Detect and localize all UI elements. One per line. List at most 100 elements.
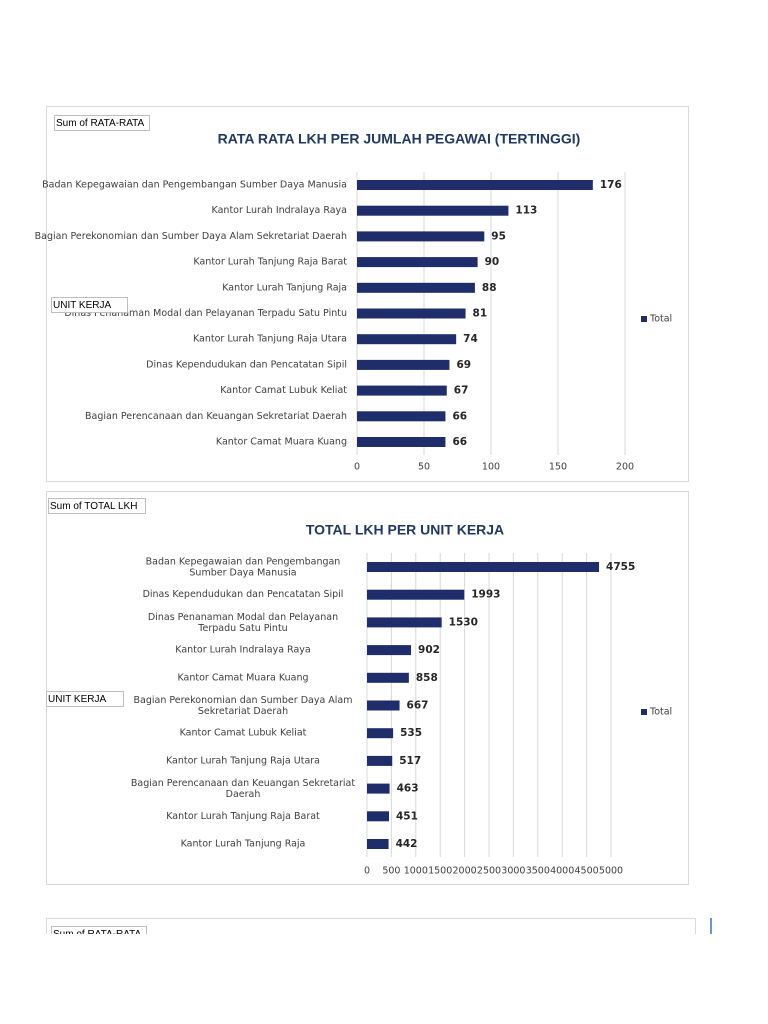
bar	[357, 437, 446, 447]
category-label: Kantor Lurah Tanjung Raja Barat	[193, 257, 347, 268]
x-tick-label: 50	[418, 462, 430, 473]
bar	[357, 231, 485, 242]
data-label: 4755	[606, 561, 635, 573]
legend-swatch	[641, 316, 647, 322]
legend-swatch	[641, 709, 647, 715]
category-label: Kantor Lurah Tanjung Raja Barat	[166, 811, 320, 822]
category-label: Bagian Perekonomian dan Sumber Daya Alam…	[133, 695, 352, 717]
bar	[357, 334, 457, 345]
category-label: Kantor Camat Muara Kuang	[177, 672, 308, 683]
x-tick-label: 150	[549, 462, 567, 473]
bar	[367, 811, 390, 822]
data-label: 66	[452, 436, 467, 448]
bar	[357, 411, 446, 422]
bar	[357, 308, 466, 319]
bar	[367, 617, 442, 628]
data-label: 858	[416, 672, 438, 684]
legend-label: Total	[649, 707, 672, 718]
category-label: Kantor Lurah Tanjung Raja	[222, 282, 347, 293]
field-button-label: UNIT KERJA	[53, 300, 111, 311]
bar	[357, 205, 509, 216]
x-tick-label: 4000	[550, 866, 574, 877]
x-tick-label: 2000	[453, 866, 477, 877]
category-label: Badan Kepegawaian dan Pengembangan Sumber…	[146, 556, 341, 578]
field-button	[51, 297, 128, 313]
data-label: 90	[485, 256, 500, 268]
x-tick-label: 1500	[428, 866, 452, 877]
data-label: 81	[473, 308, 488, 320]
data-label: 176	[600, 179, 622, 191]
category-label: Kantor Camat Lubuk Keliat	[220, 385, 347, 396]
x-tick-label: 0	[354, 462, 360, 473]
bar	[367, 645, 412, 656]
x-tick-label: 500	[382, 866, 400, 877]
field-button-label: UNIT KERJA	[48, 694, 106, 705]
x-tick-label: 3500	[526, 866, 550, 877]
data-label: 667	[407, 700, 429, 712]
x-tick-label: 100	[482, 462, 500, 473]
bar	[367, 755, 393, 766]
category-label: Kantor Lurah Tanjung Raja Utara	[166, 755, 320, 766]
field-button	[48, 498, 146, 514]
category-label: Kantor Lurah Indralaya Raya	[175, 645, 310, 656]
category-label: Kantor Lurah Tanjung Raja	[181, 839, 306, 850]
data-label: 88	[482, 282, 497, 294]
data-label: 74	[463, 333, 478, 345]
field-button	[54, 115, 150, 131]
data-label: 463	[397, 783, 419, 795]
data-label: 113	[515, 205, 537, 217]
bar	[357, 359, 450, 370]
category-label: Dinas Kependudukan dan Pencatatan Sipil	[146, 359, 347, 370]
field-button-label: Sum of RATA-RATA	[56, 118, 144, 129]
data-label: 67	[454, 385, 469, 397]
category-label: Badan Kepegawaian dan Pengembangan Sumbe…	[42, 180, 347, 191]
chart: Sum of RATA-RATA RATA RATA LKH PER JUMLAH…	[35, 106, 689, 482]
bar	[367, 562, 600, 572]
bar	[367, 589, 465, 600]
data-label: 517	[399, 755, 421, 767]
x-tick-label: 3000	[501, 866, 525, 877]
chart: Sum of TOTAL LKH TOTAL LKH PER UNIT KERJA…	[46, 491, 689, 885]
x-tick-label: 0	[364, 866, 370, 877]
category-label: Kantor Lurah Tanjung Raja Utara	[193, 334, 347, 345]
category-label: Dinas Kependudukan dan Pencatatan Sipil	[143, 589, 344, 600]
category-label: Dinas Penanaman Modal dan Pelayanan Terpa…	[148, 611, 338, 633]
data-label: 1530	[449, 616, 478, 628]
category-label: Bagian Perencanaan dan Keuangan Sekretar…	[131, 778, 355, 800]
data-label: 442	[396, 838, 418, 850]
field-button-label: Sum of RATA-RATA	[53, 929, 141, 940]
field-button	[46, 691, 124, 707]
bar	[357, 180, 593, 190]
chart-title: RATA RATA LKH PER JUMLAH PEGAWAI (TERTIN…	[218, 131, 581, 147]
chart: Sum of RATA-RATA	[46, 918, 696, 940]
bar	[357, 257, 478, 268]
category-label: Kantor Lurah Indralaya Raya	[212, 205, 347, 216]
bar	[357, 385, 447, 396]
legend-label: Total	[649, 314, 672, 325]
x-tick-label: 4500	[575, 866, 599, 877]
field-button-label: Sum of TOTAL LKH	[50, 501, 137, 512]
data-label: 95	[491, 230, 506, 242]
chart-title: TOTAL LKH PER UNIT KERJA	[306, 522, 504, 538]
category-label: Bagian Perencanaan dan Keuangan Sekretar…	[85, 411, 347, 422]
category-label: Bagian Perekonomian dan Sumber Daya Alam…	[35, 231, 347, 242]
bar	[367, 728, 394, 739]
data-label: 69	[456, 359, 471, 371]
category-label: Dinas Penanaman Modal dan Pelayanan Terp…	[64, 308, 347, 319]
bar	[357, 282, 475, 293]
field-button	[51, 926, 147, 934]
data-label: 902	[418, 644, 440, 656]
bar	[367, 839, 389, 849]
x-tick-label: 5000	[599, 866, 623, 877]
category-label: Kantor Camat Lubuk Keliat	[180, 728, 307, 739]
chart-frame	[46, 918, 696, 934]
bar	[367, 700, 400, 711]
x-tick-label: 200	[616, 462, 634, 473]
x-tick-label: 1000	[404, 866, 428, 877]
data-label: 535	[400, 727, 422, 739]
bar	[367, 783, 390, 794]
bar	[367, 672, 409, 683]
data-label: 1993	[471, 589, 500, 601]
